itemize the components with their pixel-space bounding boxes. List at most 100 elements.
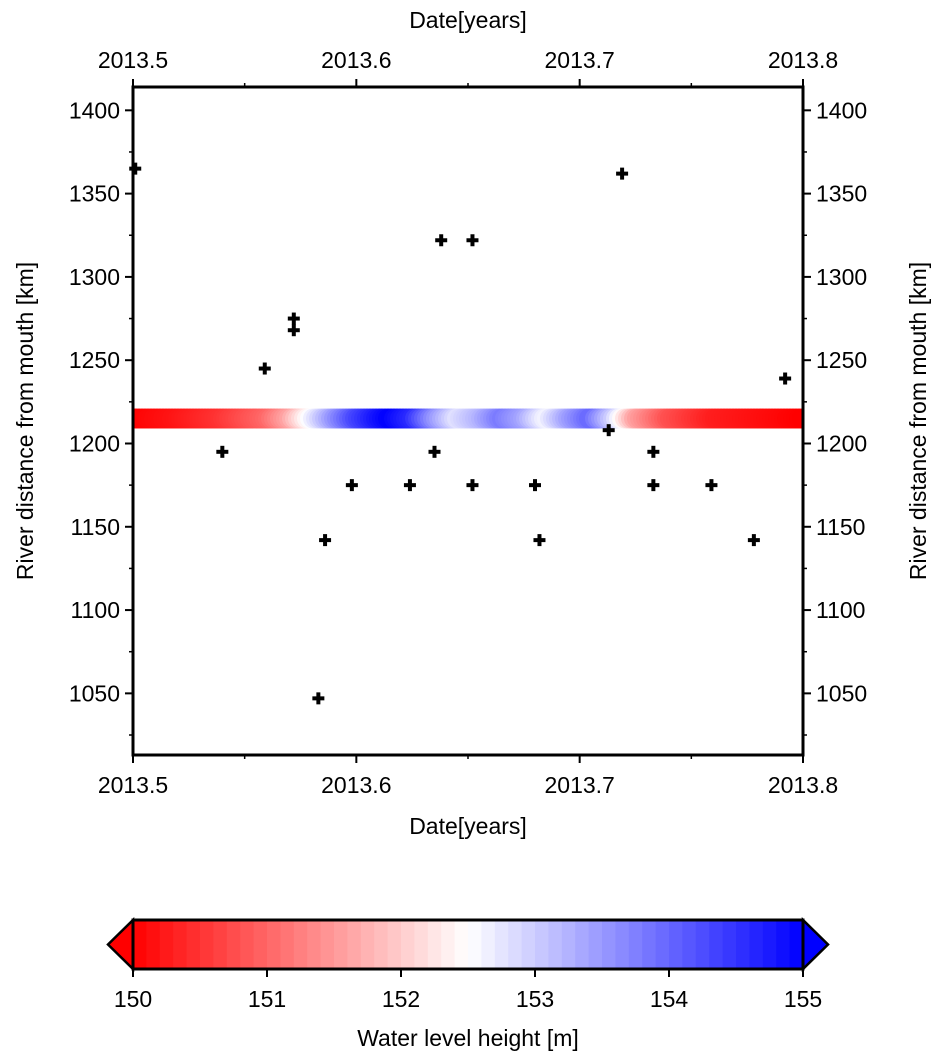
colorbar-tick-label: 153 [516, 986, 554, 1012]
y-tick-label-left: 1350 [69, 181, 120, 207]
plus-marker [747, 534, 760, 547]
plus-marker [312, 692, 325, 705]
plus-marker [287, 324, 300, 337]
colorbar-segment [293, 920, 308, 969]
y-tick-label-right: 1250 [816, 347, 867, 373]
colorbar-segment [508, 920, 523, 969]
colorbar-segment [267, 920, 281, 969]
colorbar-segment [521, 920, 536, 969]
x-tick-label-bottom: 2013.5 [98, 772, 168, 798]
colorbar-segment [655, 920, 670, 969]
colorbar-segment [253, 920, 268, 969]
y-tick-label-left: 1300 [69, 264, 120, 290]
colorbar-segment [414, 920, 429, 969]
axis-ticks [125, 79, 811, 763]
colorbar-segment [749, 920, 764, 969]
plus-marker [129, 162, 142, 175]
y-tick-label-left: 1250 [69, 347, 120, 373]
colorbar-segment [240, 920, 255, 969]
right-y-axis-label: River distance from mouth [km] [905, 262, 931, 580]
plus-marker [602, 424, 615, 437]
y-tick-label-left: 1100 [71, 597, 120, 623]
colorbar-segment [615, 920, 630, 969]
plus-marker [533, 534, 546, 547]
plus-marker [466, 479, 479, 492]
colorbar-frame [131, 918, 805, 971]
colorbar-segment [387, 920, 402, 969]
colorbar-segment [575, 920, 590, 969]
colorbar-tick-label: 152 [382, 986, 420, 1012]
colorbar-segment [548, 920, 563, 969]
colorbar-segment [669, 920, 683, 969]
plus-marker [529, 479, 541, 492]
colorbar-segment [789, 920, 804, 969]
colorbar: 150 151 152 153 154 155 [106, 917, 830, 1012]
colorbar-tick-label: 154 [650, 986, 689, 1012]
x-tick-label-bottom: 2013.6 [321, 772, 391, 798]
plus-marker [616, 167, 629, 180]
colorbar-segment [146, 920, 161, 969]
colorbar-segment [776, 920, 791, 969]
top-x-axis-label: Date[years] [409, 7, 527, 33]
colorbar-tick-label: 150 [114, 986, 152, 1012]
colorbar-segment [280, 920, 295, 969]
plus-marker [647, 445, 660, 458]
plus-marker [287, 312, 300, 325]
colorbar-segment [320, 920, 335, 969]
observation-markers [129, 162, 792, 705]
y-tick-label-right: 1050 [816, 680, 867, 706]
x-tick-label-bottom: 2013.8 [768, 772, 838, 798]
x-tick-label-top: 2013.5 [98, 47, 168, 73]
colorbar-tick-label: 155 [784, 986, 822, 1012]
plus-marker [705, 479, 718, 492]
colorbar-segment [347, 920, 362, 969]
plus-marker [779, 372, 792, 385]
colorbar-segment [186, 920, 201, 969]
colorbar-segment [628, 920, 643, 969]
y-tick-label-right: 1400 [816, 97, 867, 123]
plus-marker [403, 479, 416, 492]
colorbar-segment [374, 920, 389, 969]
colorbar-segment [173, 920, 188, 969]
plus-marker [435, 234, 448, 247]
colorbar-low-triangle [106, 917, 135, 972]
x-tick-label-top: 2013.6 [321, 47, 391, 73]
colorbar-tick-label: 151 [248, 986, 286, 1012]
y-tick-label-right: 1100 [816, 597, 865, 623]
x-tick-label-bottom: 2013.7 [544, 772, 614, 798]
x-tick-label-top: 2013.8 [768, 47, 838, 73]
water-level-point [792, 408, 803, 429]
colorbar-segment [695, 920, 710, 969]
y-tick-label-right: 1200 [816, 430, 867, 456]
colorbar-segment [535, 920, 549, 969]
colorbar-segment [682, 920, 697, 969]
colorbar-segment [454, 920, 469, 969]
colorbar-segment [401, 920, 415, 969]
colorbar-segment [494, 920, 509, 969]
colorbar-segment [722, 920, 737, 969]
colorbar-high-triangle [801, 917, 830, 972]
y-tick-label-right: 1150 [816, 514, 865, 540]
colorbar-segment [159, 920, 174, 969]
plus-marker [345, 479, 358, 492]
colorbar-segment [213, 920, 228, 969]
colorbar-segment [334, 920, 348, 969]
colorbar-segment [736, 920, 750, 969]
colorbar-segment [762, 920, 777, 969]
water-level-points [133, 408, 803, 429]
colorbar-segment [481, 920, 496, 969]
colorbar-segment [441, 920, 456, 969]
tick-labels: 2013.5 2013.5 2013.6 2013.6 2013.7 2013.7 2013… [69, 47, 867, 798]
plus-marker [258, 362, 271, 375]
bottom-x-axis-label: Date[years] [409, 813, 527, 839]
plus-marker [428, 445, 441, 458]
left-y-axis-label: River distance from mouth [km] [12, 262, 38, 580]
colorbar-segment [200, 920, 214, 969]
colorbar-segment [226, 920, 241, 969]
y-tick-label-left: 1050 [69, 680, 120, 706]
colorbar-segment [588, 920, 603, 969]
colorbar-label: Water level height [m] [357, 1025, 579, 1051]
plus-marker [319, 534, 332, 547]
y-tick-label-right: 1300 [816, 264, 867, 290]
